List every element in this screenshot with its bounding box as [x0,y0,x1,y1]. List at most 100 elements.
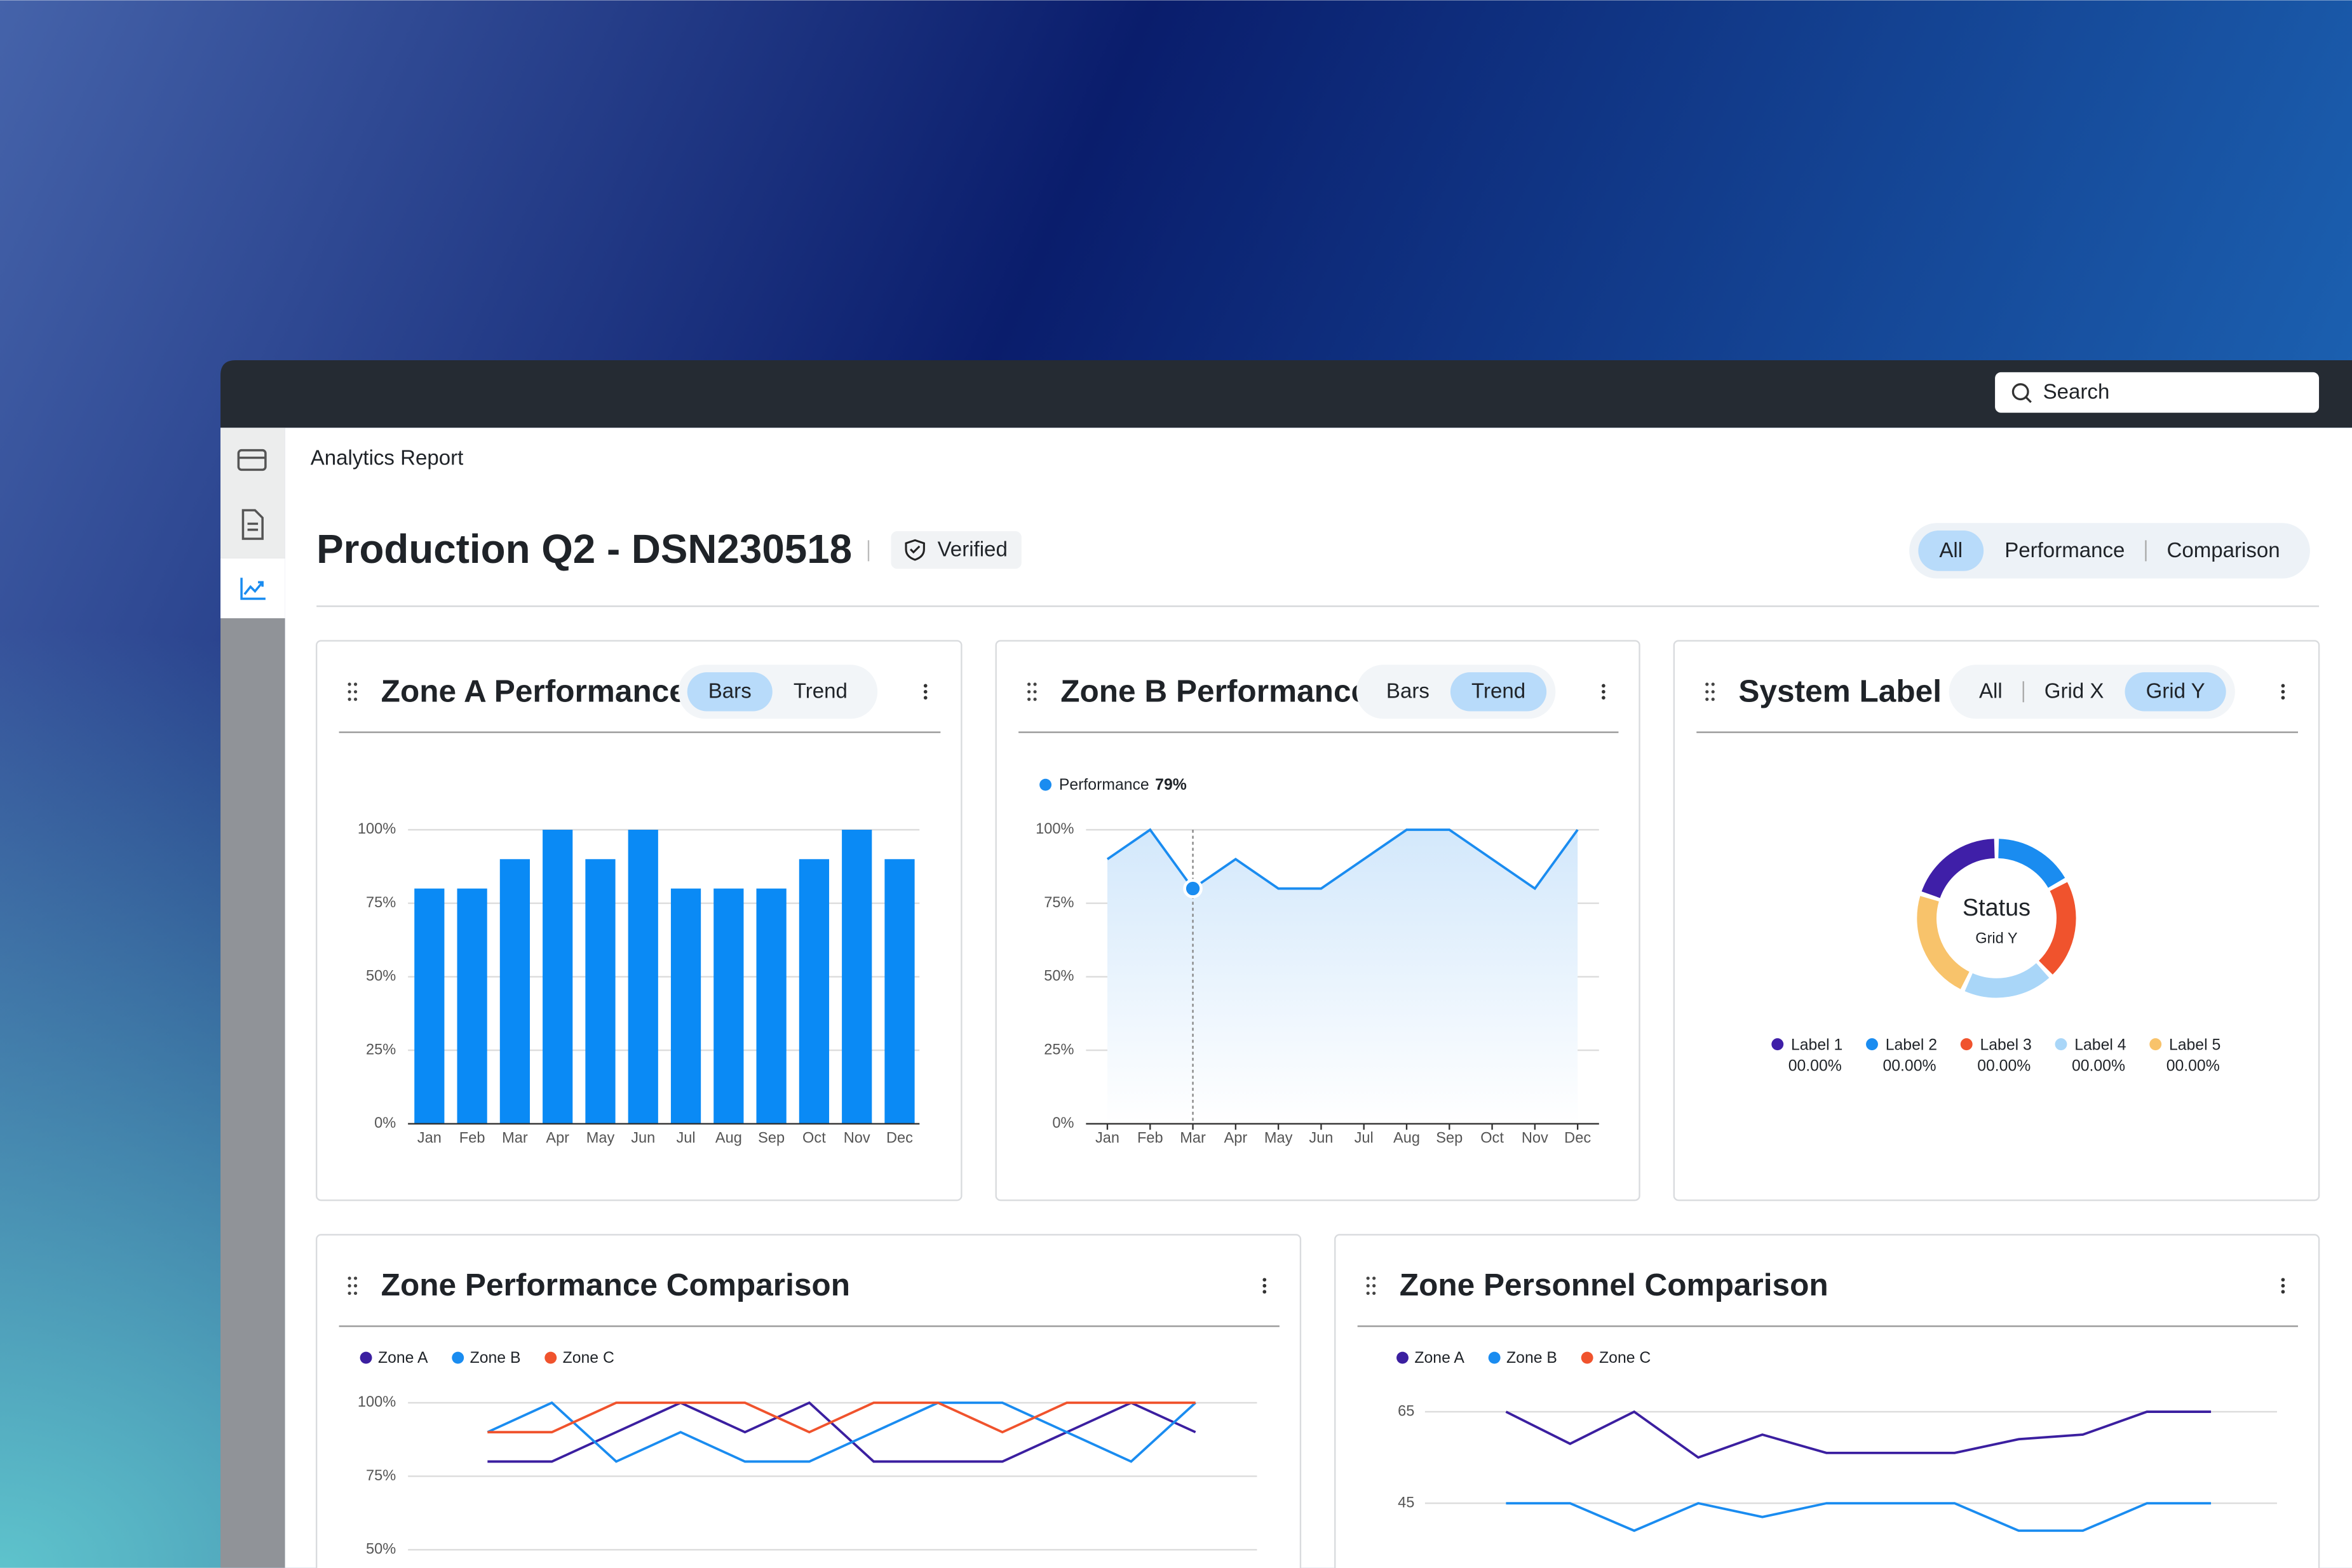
legend-label: Label 1 [1791,1037,1842,1054]
drag-handle[interactable] [1705,698,1709,701]
card-title: Zone B Performance [1060,673,1369,708]
drag-handle[interactable] [1366,1284,1370,1288]
y-tick-label: 100% [1036,821,1074,837]
kebab-menu[interactable] [1602,689,1605,694]
x-tick-label: Aug [1393,1130,1420,1147]
legend-label: Performance [1059,776,1149,794]
kebab-menu[interactable] [1602,684,1605,688]
kebab-menu[interactable] [2281,1283,2285,1288]
drag-handle[interactable] [1372,1276,1376,1280]
legend-dot [1771,1038,1784,1051]
drag-handle[interactable] [1711,698,1715,701]
drag-handle[interactable] [1705,690,1709,694]
bar [842,830,872,1124]
segmented-control: Bars Trend [1356,665,1556,719]
bar [884,859,915,1124]
x-tick-label: Jul [1355,1130,1374,1147]
y-tick-label: 50% [366,968,396,985]
kebab-menu[interactable] [923,684,928,688]
drag-handle[interactable] [1366,1276,1370,1280]
drag-handle[interactable] [353,1284,358,1288]
segment-label[interactable]: Comparison [2167,539,2280,562]
drag-handle[interactable] [348,1276,351,1280]
nav-icon-doc[interactable] [241,509,264,540]
nav-icon-card[interactable] [237,449,267,471]
drag-handle[interactable] [1366,1291,1370,1295]
legend-label: Zone B [470,1349,521,1367]
segment-label[interactable]: Grid X [2044,680,2104,703]
drag-handle[interactable] [1027,682,1031,686]
card-title: Zone Personnel Comparison [1400,1267,1828,1302]
drag-handle[interactable] [348,1284,351,1288]
legend-value: 00.00% [2072,1058,2125,1075]
kebab-menu[interactable] [2281,696,2285,700]
legend-value: 00.00% [1882,1058,1936,1075]
segment-label[interactable]: Trend [794,680,848,703]
segment-active[interactable] [687,672,773,712]
kebab-menu[interactable] [1262,1283,1267,1288]
card [315,1234,1302,1568]
line [1506,1502,2212,1532]
segment-active[interactable] [1918,530,1984,571]
segment-label[interactable]: Bars [1386,680,1429,703]
segment-active[interactable] [1450,672,1547,712]
segment-active[interactable] [2125,672,2226,712]
x-tick-label: Jan [1095,1130,1119,1147]
legend-dot [1039,778,1052,791]
drag-handle[interactable] [1372,1284,1376,1288]
legend-value: 00.00% [1977,1058,2031,1075]
search-box[interactable] [1995,372,2320,413]
segment-label[interactable]: Performance [2004,539,2125,562]
drag-handle[interactable] [353,1291,358,1295]
highlight-point[interactable] [1183,879,1203,898]
bar [713,888,744,1124]
drag-handle[interactable] [1711,690,1715,694]
line [1505,1410,2212,1459]
breadcrumb[interactable]: Analytics Report [311,447,464,470]
drag-handle[interactable] [1033,690,1037,694]
drag-handle[interactable] [1705,682,1709,686]
drag-handle[interactable] [353,690,358,694]
badge [891,531,1022,569]
drag-handle[interactable] [348,682,351,686]
drag-handle[interactable] [348,690,351,694]
drag-handle[interactable] [353,698,358,701]
kebab-menu[interactable] [2281,1278,2285,1282]
kebab-menu[interactable] [1262,1278,1267,1282]
segment-label[interactable]: All [1939,539,1963,562]
drag-handle[interactable] [353,1276,358,1280]
drag-handle[interactable] [348,698,351,701]
segment-label[interactable]: All [1979,680,2003,703]
legend-label: Zone A [378,1349,428,1367]
top-bar [220,360,2352,428]
drag-handle[interactable] [1711,682,1715,686]
segment-label[interactable]: Bars [708,680,752,703]
legend-value: 00.00% [1788,1058,1842,1075]
drag-handle[interactable] [1027,690,1031,694]
drag-handle[interactable] [353,682,358,686]
legend-dot [1488,1351,1501,1364]
donut-segment [1917,896,1970,989]
kebab-menu[interactable] [1262,1290,1267,1294]
y-tick-label: 75% [366,895,396,911]
kebab-menu[interactable] [1602,696,1605,700]
x-tick-label: Jun [631,1130,655,1147]
segment-label[interactable]: Grid Y [2146,680,2205,703]
kebab-menu[interactable] [923,689,928,694]
kebab-menu[interactable] [923,696,928,700]
kebab-menu[interactable] [2281,689,2285,694]
legend-label: Zone C [1599,1349,1651,1367]
drag-handle[interactable] [1372,1291,1376,1295]
kebab-menu[interactable] [2281,684,2285,688]
drag-handle[interactable] [1027,698,1031,701]
kebab-menu[interactable] [2281,1290,2285,1294]
segment-label[interactable]: Trend [1471,680,1525,703]
donut-segment [2038,882,2076,975]
drag-handle[interactable] [1033,698,1037,701]
drag-handle[interactable] [1033,682,1037,686]
legend-dot [1581,1351,1593,1364]
x-tick-label: Sep [1436,1130,1463,1147]
drag-handle[interactable] [348,1291,351,1295]
nav-icon-chart[interactable] [240,578,266,600]
x-tick-label: Dec [886,1130,913,1147]
